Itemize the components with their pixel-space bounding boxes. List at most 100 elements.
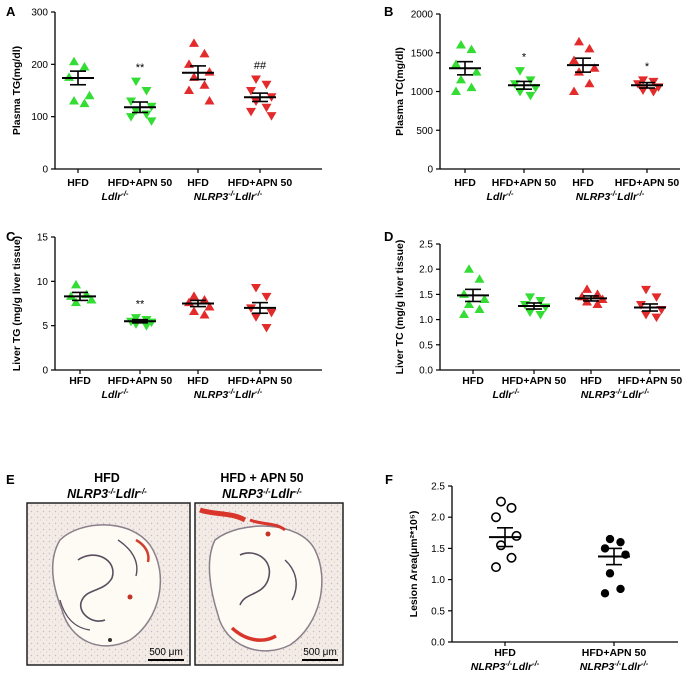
data-point xyxy=(141,322,152,331)
y-tick-label: 15 xyxy=(37,233,49,244)
data-point xyxy=(189,291,199,300)
data-point xyxy=(189,38,199,47)
right-image-title: HFD + APN 50 xyxy=(220,471,303,485)
genotype-label-ldlr: Ldlr-/- xyxy=(102,387,129,401)
data-point xyxy=(636,300,646,310)
data-point xyxy=(64,72,74,81)
chart-c: C 0 5 10 15 Liver TG (mg/g liver tissue) HFD HF… xyxy=(6,229,322,401)
data-point xyxy=(525,293,535,302)
data-point xyxy=(648,88,659,97)
data-point xyxy=(471,67,482,76)
data-point xyxy=(466,82,477,92)
chart-f: F 0.0 0.5 1.0 1.5 2.0 2.5 Lesion Area(μm²*10⁵) H… xyxy=(385,472,678,673)
data-point xyxy=(451,86,461,95)
data-point xyxy=(199,48,210,58)
y-tick-label: 2.0 xyxy=(419,265,433,276)
data-point xyxy=(506,502,517,513)
y-tick-label: 2.0 xyxy=(431,513,445,524)
panel-letter: D xyxy=(384,229,393,244)
right-scale-bar-label: 500 μm xyxy=(303,647,337,658)
data-point xyxy=(605,534,615,544)
data-point xyxy=(616,584,625,594)
left-image-title: HFD xyxy=(94,471,120,485)
y-axis-label: Plasma TC(mg/dl) xyxy=(394,47,406,136)
data-point xyxy=(71,279,81,289)
data-point xyxy=(616,537,625,547)
significance-mark: ** xyxy=(136,62,145,74)
x-category-label: HFD+APN 50 xyxy=(582,647,647,659)
x-category-label: HFD xyxy=(67,177,89,189)
y-tick-label: 1500 xyxy=(411,48,434,59)
x-category-label: HFD+APN 50 xyxy=(502,375,567,387)
data-point xyxy=(592,299,603,308)
x-category-label: HFD xyxy=(187,177,209,189)
data-point xyxy=(261,103,272,113)
data-point xyxy=(490,562,501,573)
data-point xyxy=(641,311,651,320)
significance-mark: * xyxy=(645,61,650,73)
data-point xyxy=(204,302,215,311)
y-tick-label: 0 xyxy=(42,165,48,176)
x-category-label: HFD xyxy=(69,375,91,387)
data-point xyxy=(189,306,199,315)
data-point xyxy=(71,297,81,307)
data-point xyxy=(589,63,600,72)
x-category-label: HFD+APN 50 xyxy=(615,177,680,189)
chart-a: A 0 100 200 300 Plasma TG(mg/dl) HFD HFD+APN 50… xyxy=(6,4,322,203)
data-point xyxy=(464,264,474,273)
data-point xyxy=(79,61,90,71)
data-point xyxy=(246,87,256,96)
data-point xyxy=(479,294,490,303)
y-tick-label: 2.5 xyxy=(431,482,445,493)
genotype-label-nlrp3: NLRP3-/-Ldlr-/- xyxy=(471,659,540,673)
data-point xyxy=(459,309,469,319)
data-point xyxy=(199,80,210,89)
x-category-label: HFD+APN 50 xyxy=(618,375,683,387)
data-point xyxy=(535,311,546,320)
y-axis-label: Plasma TG(mg/dl) xyxy=(11,46,23,135)
data-point xyxy=(600,544,610,553)
left-image-genotype: NLRP3-/-Ldlr-/- xyxy=(67,487,147,501)
left-scale-bar-label: 500 μm xyxy=(149,647,183,658)
data-point xyxy=(246,107,256,117)
x-category-label: HFD xyxy=(462,375,484,387)
data-point xyxy=(141,87,152,96)
data-point xyxy=(511,530,522,541)
data-point xyxy=(540,303,551,312)
genotype-label-ldlr: Ldlr-/- xyxy=(102,189,129,203)
left-micrograph: 500 μm xyxy=(26,502,191,666)
y-tick-label: 0 xyxy=(427,165,433,176)
data-point xyxy=(569,86,579,95)
y-tick-label: 1.0 xyxy=(419,315,433,326)
data-point xyxy=(131,314,141,323)
y-tick-label: 300 xyxy=(31,8,48,19)
chart-b: B 0 500 1000 1500 2000 Plasma TC(mg/dl) HFD HFD+… xyxy=(384,4,680,203)
genotype-label-nlrp3: NLRP3-/-Ldlr-/- xyxy=(581,387,650,401)
data-point xyxy=(261,292,272,302)
y-tick-label: 2000 xyxy=(411,10,434,21)
y-tick-label: 5 xyxy=(42,321,48,332)
data-point xyxy=(466,44,477,54)
data-point xyxy=(569,55,579,64)
x-category-label: HFD+APN 50 xyxy=(108,375,173,387)
data-point xyxy=(525,308,535,318)
x-category-label: HFD xyxy=(187,375,209,387)
data-point xyxy=(261,323,272,333)
data-point xyxy=(131,77,141,87)
chart-d: D 0.0 0.5 1.0 1.5 2.0 2.5 Liver TC (mg/g liver … xyxy=(384,229,682,401)
y-tick-label: 1.0 xyxy=(431,575,445,586)
y-tick-label: 1.5 xyxy=(419,290,433,301)
panel-letter-e: E xyxy=(6,472,15,487)
data-point xyxy=(69,56,79,66)
y-tick-label: 500 xyxy=(416,126,433,137)
y-tick-label: 0.0 xyxy=(431,638,445,649)
data-point xyxy=(251,75,261,84)
histology-panel: E HFD NLRP3-/-Ldlr-/- HFD + APN 50 NLRP3… xyxy=(6,471,344,666)
data-point xyxy=(495,496,506,507)
data-point xyxy=(146,117,157,126)
genotype-label-ldlr: Ldlr-/- xyxy=(493,387,520,401)
data-point xyxy=(86,294,97,304)
x-category-label: HFD xyxy=(572,177,594,189)
data-point xyxy=(456,40,466,49)
